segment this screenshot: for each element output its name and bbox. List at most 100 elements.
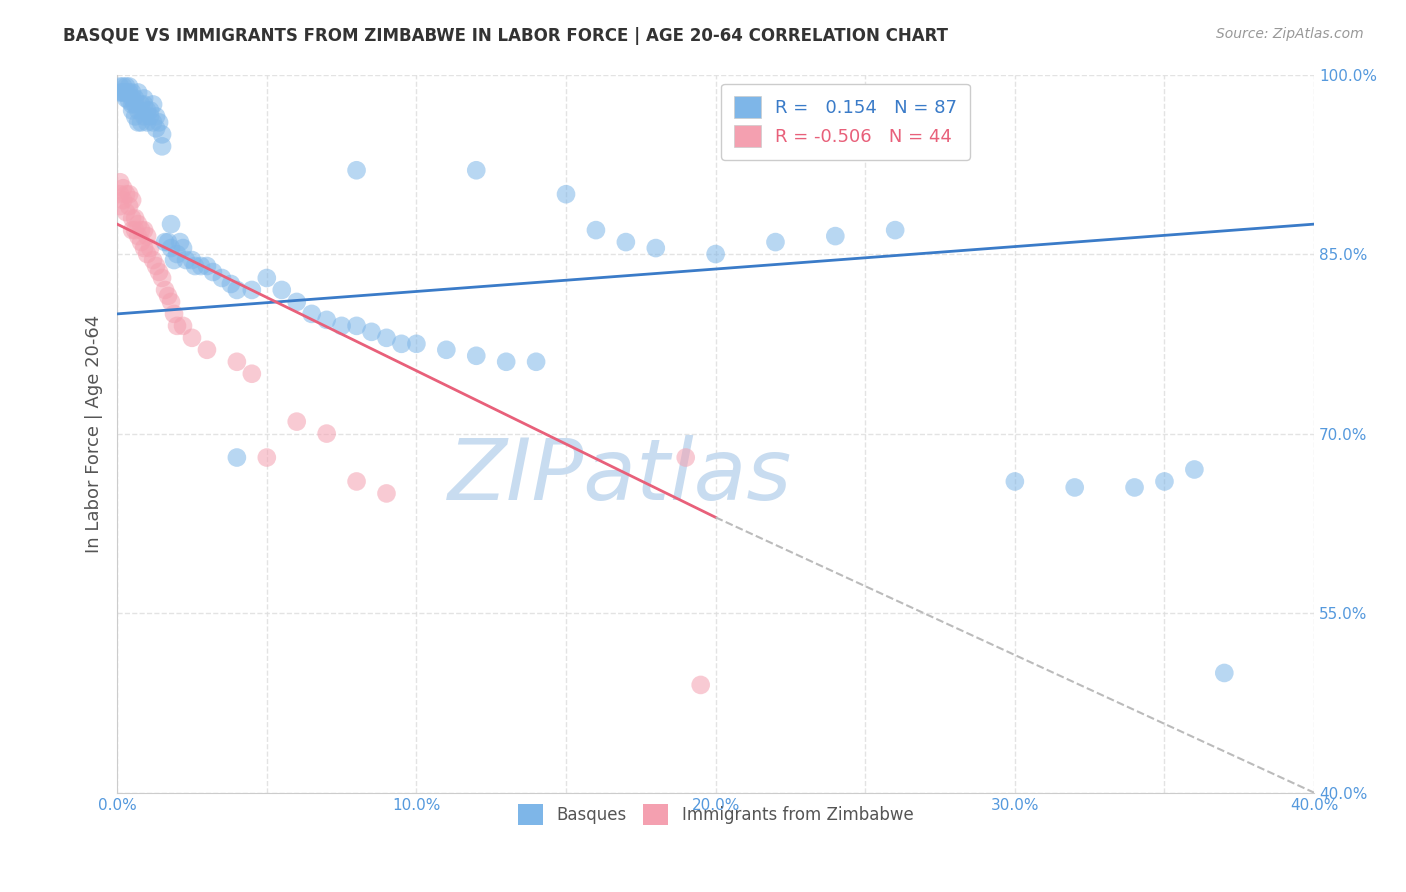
Point [108, 199, 131, 213]
Point [134, 97, 156, 112]
Point [1182, 462, 1205, 476]
Point [136, 103, 159, 118]
Point [375, 486, 398, 500]
Point [124, 97, 146, 112]
Point [129, 115, 152, 129]
Point [142, 97, 165, 112]
Point [465, 163, 488, 178]
Point [118, 187, 141, 202]
Point [112, 181, 135, 195]
Point [108, 175, 131, 189]
Point [124, 91, 146, 105]
Point [225, 450, 247, 465]
Point [150, 139, 173, 153]
Point [465, 349, 488, 363]
Point [1063, 480, 1085, 494]
Point [148, 265, 170, 279]
Point [115, 187, 138, 202]
Point [172, 318, 194, 333]
Point [112, 86, 135, 100]
Point [256, 450, 278, 465]
Point [1213, 665, 1236, 680]
Point [315, 313, 337, 327]
Point [160, 241, 183, 255]
Point [127, 115, 149, 129]
Y-axis label: In Labor Force | Age 20-64: In Labor Force | Age 20-64 [86, 315, 103, 553]
Point [884, 223, 907, 237]
Point [160, 294, 183, 309]
Point [108, 187, 131, 202]
Point [121, 193, 143, 207]
Point [121, 97, 143, 112]
Point [118, 79, 141, 94]
Point [124, 223, 146, 237]
Point [166, 247, 188, 261]
Point [127, 217, 149, 231]
Point [346, 163, 368, 178]
Point [134, 223, 156, 237]
Legend: Basques, Immigrants from Zimbabwe: Basques, Immigrants from Zimbabwe [508, 794, 924, 835]
Point [270, 283, 292, 297]
Point [112, 193, 135, 207]
Point [121, 86, 143, 100]
Point [1123, 480, 1146, 494]
Point [112, 79, 135, 94]
Point [360, 325, 382, 339]
Point [115, 86, 138, 100]
Point [219, 277, 242, 291]
Point [211, 271, 233, 285]
Point [108, 79, 131, 94]
Point [115, 79, 138, 94]
Point [145, 110, 167, 124]
Point [169, 235, 191, 249]
Point [134, 241, 156, 255]
Point [118, 199, 141, 213]
Point [585, 223, 607, 237]
Point [434, 343, 457, 357]
Point [124, 211, 146, 226]
Point [142, 115, 165, 129]
Point [495, 355, 517, 369]
Point [134, 91, 156, 105]
Point [524, 355, 547, 369]
Point [121, 91, 143, 105]
Point [121, 223, 143, 237]
Point [181, 331, 204, 345]
Point [614, 235, 637, 249]
Point [824, 229, 846, 244]
Point [157, 235, 180, 249]
Point [301, 307, 323, 321]
Point [160, 217, 183, 231]
Point [127, 103, 149, 118]
Point [765, 235, 787, 249]
Point [644, 241, 666, 255]
Point [163, 253, 186, 268]
Point [108, 86, 131, 100]
Point [181, 253, 204, 268]
Point [163, 307, 186, 321]
Point [184, 259, 207, 273]
Point [405, 336, 427, 351]
Point [127, 86, 149, 100]
Point [124, 110, 146, 124]
Point [1004, 475, 1026, 489]
Point [112, 86, 135, 100]
Point [555, 187, 578, 202]
Text: BASQUE VS IMMIGRANTS FROM ZIMBABWE IN LABOR FORCE | AGE 20-64 CORRELATION CHART: BASQUE VS IMMIGRANTS FROM ZIMBABWE IN LA… [63, 27, 948, 45]
Point [148, 115, 170, 129]
Point [240, 283, 263, 297]
Point [166, 318, 188, 333]
Point [121, 211, 143, 226]
Point [145, 259, 167, 273]
Point [174, 253, 197, 268]
Point [150, 128, 173, 142]
Point [134, 110, 156, 124]
Point [136, 229, 159, 244]
Point [142, 253, 165, 268]
Point [172, 241, 194, 255]
Point [121, 103, 143, 118]
Point [285, 294, 308, 309]
Point [225, 283, 247, 297]
Point [190, 259, 212, 273]
Text: ZIPatlas: ZIPatlas [447, 435, 792, 518]
